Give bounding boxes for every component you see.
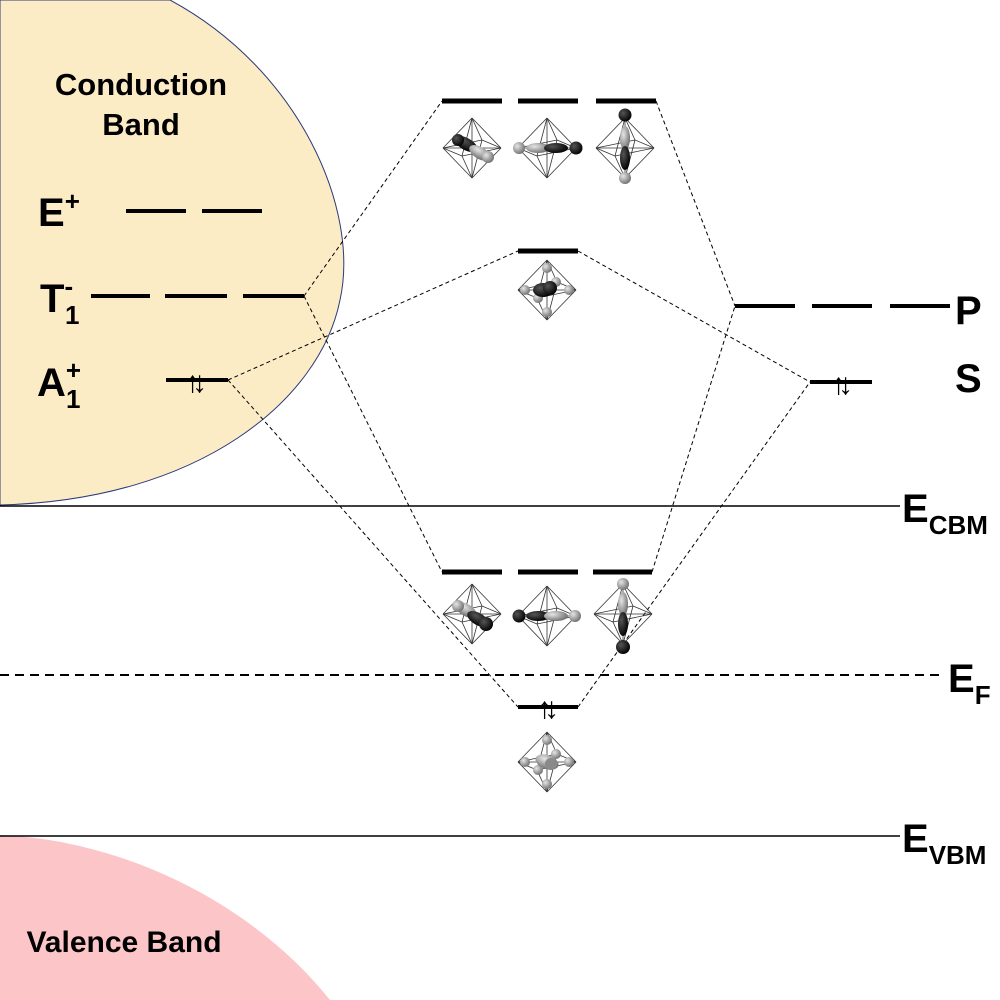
- a1-plus-label: A+ 1: [37, 355, 81, 414]
- conduction-band-label-line2: Band: [102, 107, 180, 142]
- valence-band-label: Valence Band: [26, 926, 221, 959]
- s-label: S: [955, 357, 982, 401]
- valence-band-region: [0, 835, 330, 1000]
- octahedron-orbital-lower-1: [442, 583, 502, 645]
- octahedron-orbital-upper-2: [513, 117, 583, 179]
- correlation-lines: [227, 100, 811, 708]
- t1-minus-label: T-1: [40, 271, 79, 330]
- octahedron-orbital-lower-3: [593, 578, 653, 654]
- e-plus-label: E+: [38, 186, 80, 235]
- conduction-band-label-line1: Conduction: [55, 67, 227, 102]
- octahedron-orbital-lower-a: [517, 731, 577, 793]
- octahedron-orbital-upper-1: [442, 117, 502, 179]
- conduction-band-region: [0, 0, 345, 506]
- vbm-label: EVBM: [902, 817, 986, 870]
- orbital-icons: [442, 108, 655, 793]
- octahedron-orbital-upper-a: [517, 259, 577, 321]
- p-label: P: [955, 289, 982, 333]
- lower-a-electron-pair: ↑↓: [537, 692, 559, 725]
- fermi-label: EF: [948, 657, 991, 710]
- octahedron-orbital-lower-2: [512, 585, 581, 647]
- cbm-label: ECBM: [902, 487, 988, 540]
- octahedron-orbital-upper-3: [595, 108, 655, 184]
- a1-plus-electron-pair: ↑↓: [185, 366, 207, 399]
- s-electron-pair: ↑↓: [831, 368, 853, 401]
